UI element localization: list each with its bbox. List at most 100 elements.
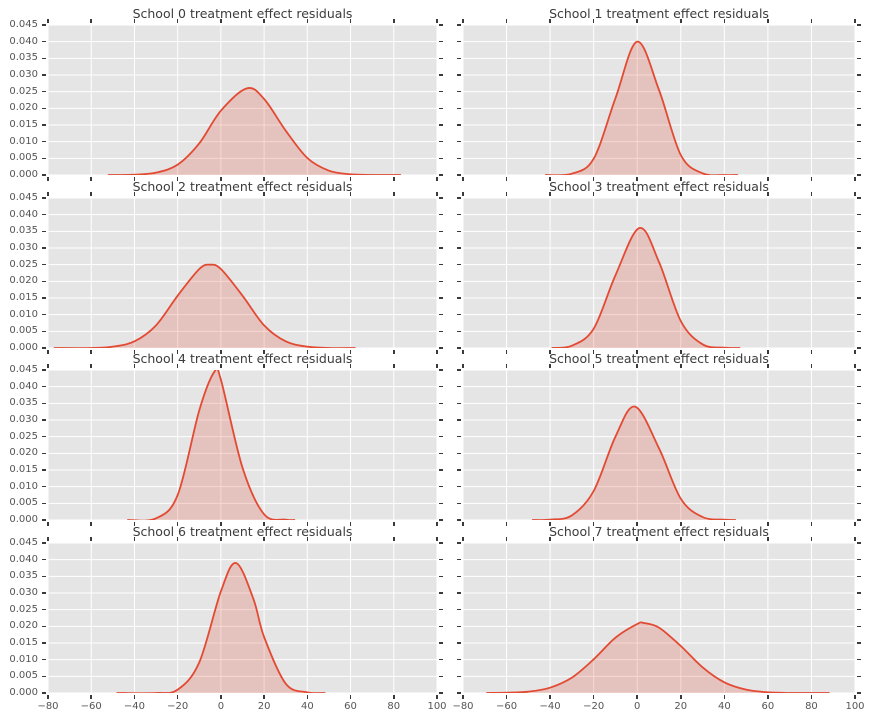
tick-mark-top [810, 19, 813, 23]
tick-mark-top [436, 192, 438, 196]
tick-mark-bottom [767, 177, 769, 181]
tick-mark-right [857, 502, 861, 505]
axes-panel-school-5 [463, 370, 855, 520]
tick-mark-bottom [810, 177, 813, 181]
tick-mark-left [457, 157, 461, 160]
tick-mark-top [176, 19, 179, 23]
tick-mark-bottom [680, 522, 682, 526]
ytick-label: 0.010 [9, 308, 38, 320]
tick-mark-right [857, 369, 861, 371]
tick-mark-bottom [462, 350, 464, 354]
tick-mark-top [854, 19, 856, 23]
tick-mark-bottom [220, 177, 222, 181]
tick-mark-right [857, 263, 861, 266]
xtick-label: −40 [539, 701, 561, 712]
tick-mark-right [439, 658, 443, 661]
tick-mark-right [857, 642, 861, 644]
tick-mark-left [42, 263, 46, 266]
tick-mark-left [457, 313, 461, 316]
ytick-label: 0.025 [9, 430, 38, 442]
tick-mark-bottom [306, 695, 309, 699]
plot-title-school-5: School 5 treatment effect residuals [549, 351, 769, 366]
tick-mark-bottom [436, 350, 438, 354]
ytick-label: 0.005 [9, 152, 38, 164]
plot-title-school-6: School 6 treatment effect residuals [132, 524, 353, 539]
tick-mark-left [42, 213, 46, 216]
tick-mark-bottom [723, 522, 726, 526]
tick-mark-bottom [133, 695, 136, 699]
tick-mark-right [857, 297, 861, 299]
ytick-label: 0.045 [9, 19, 38, 30]
tick-mark-bottom [393, 177, 395, 181]
tick-mark-right [439, 625, 443, 628]
axes-background [48, 198, 437, 348]
tick-mark-top [462, 19, 464, 23]
tick-mark-top [680, 19, 682, 23]
tick-mark-right [857, 140, 861, 143]
tick-mark-top [349, 364, 352, 368]
ytick-label: 0.030 [9, 587, 38, 598]
tick-mark-bottom [47, 522, 49, 526]
tick-mark-left [457, 40, 461, 43]
tick-mark-right [439, 675, 443, 678]
tick-mark-right [857, 157, 861, 160]
tick-mark-left [457, 558, 461, 561]
tick-mark-bottom [349, 177, 352, 181]
tick-mark-top [592, 192, 595, 196]
density-fill [127, 370, 295, 520]
tick-mark-bottom [854, 695, 856, 699]
tick-mark-left [42, 107, 46, 110]
tick-mark-top [810, 192, 813, 196]
tick-mark-left [457, 247, 461, 249]
tick-mark-right [857, 74, 861, 76]
tick-mark-left [42, 575, 46, 578]
tick-mark-right [857, 592, 861, 594]
tick-mark-top [636, 364, 638, 368]
tick-mark-right [857, 230, 861, 233]
tick-mark-right [857, 107, 861, 110]
xtick-label: −60 [80, 701, 102, 712]
tick-mark-top [220, 537, 222, 541]
tick-mark-bottom [436, 177, 438, 181]
tick-mark-left [457, 197, 461, 199]
tick-mark-left [42, 330, 46, 333]
tick-mark-left [42, 280, 46, 283]
tick-mark-top [436, 19, 438, 23]
tick-mark-top [90, 537, 92, 541]
axes-background [48, 25, 437, 175]
tick-mark-right [439, 230, 443, 233]
tick-mark-bottom [220, 695, 222, 699]
tick-mark-left [457, 74, 461, 76]
tick-mark-top [393, 537, 395, 541]
tick-mark-top [549, 19, 551, 23]
tick-mark-left [42, 297, 46, 299]
tick-mark-left [42, 313, 46, 316]
tick-mark-top [47, 364, 49, 368]
tick-mark-left [42, 230, 46, 233]
tick-mark-right [439, 90, 443, 93]
tick-mark-left [42, 57, 46, 60]
tick-mark-right [439, 24, 443, 26]
tick-mark-right [857, 402, 861, 405]
tick-mark-top [90, 192, 92, 196]
density-line [107, 87, 402, 175]
tick-mark-bottom [636, 695, 638, 699]
density-fill [486, 622, 829, 693]
tick-mark-top [393, 19, 395, 23]
tick-mark-right [439, 385, 443, 388]
tick-mark-bottom [549, 522, 551, 526]
tick-mark-left [457, 140, 461, 143]
tick-mark-top [767, 192, 769, 196]
tick-mark-left [42, 347, 46, 349]
tick-mark-top [810, 537, 813, 541]
tick-mark-top [263, 19, 265, 23]
tick-mark-right [439, 107, 443, 110]
tick-mark-top [723, 364, 726, 368]
tick-mark-top [636, 537, 638, 541]
tick-mark-right [439, 157, 443, 160]
tick-mark-top [220, 19, 222, 23]
tick-mark-bottom [505, 522, 508, 526]
tick-mark-bottom [680, 177, 682, 181]
tick-mark-bottom [176, 350, 179, 354]
tick-mark-bottom [462, 177, 464, 181]
